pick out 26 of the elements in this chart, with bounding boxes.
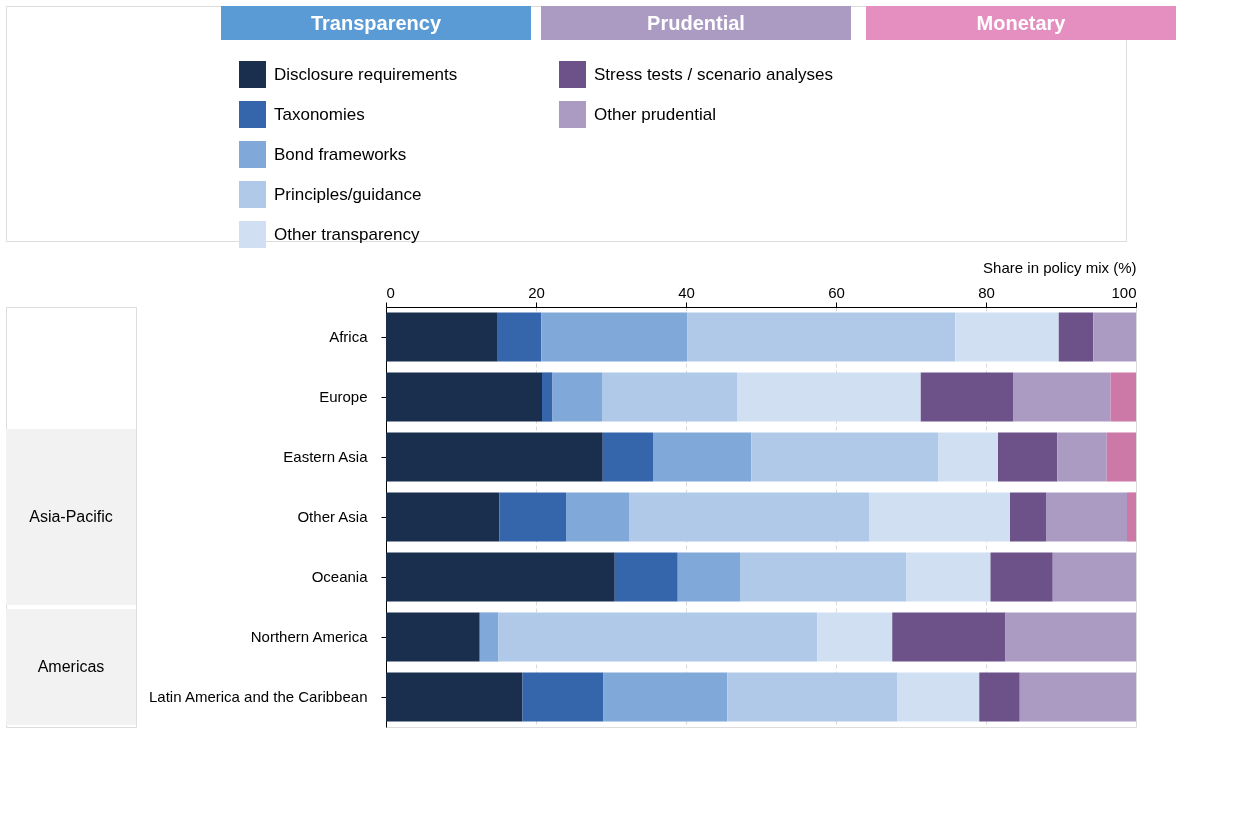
- text: Prudential: [647, 12, 745, 34]
- y-tick-label: Northern America: [250, 628, 369, 645]
- x-tick-label: 80: [978, 283, 995, 301]
- x-axis-title: Share in policy mix (%): [983, 258, 1137, 276]
- y-tick-label: Other Asia: [297, 508, 369, 525]
- x-tick-label: 40: [678, 283, 695, 301]
- x-tick-label: 0: [386, 283, 395, 301]
- text: Monetary: [976, 12, 1067, 34]
- y-tick-label: Latin America and the Caribbean: [149, 688, 368, 705]
- y-tick-label: Oceania: [311, 568, 369, 585]
- y-tick-label: Europe: [319, 388, 368, 405]
- text: Asia-Pacific: [29, 508, 113, 525]
- legend-label: Bond frameworks: [274, 145, 407, 164]
- legend-label: Stress tests / scenario analyses: [594, 65, 834, 84]
- x-tick-label: 20: [528, 283, 545, 301]
- y-tick-label: Eastern Asia: [283, 448, 369, 465]
- x-tick-label: 60: [828, 283, 845, 301]
- legend-label: Principles/guidance: [274, 185, 422, 204]
- legend-label: Disclosure requirements: [274, 65, 458, 84]
- y-tick-label: Africa: [329, 328, 369, 345]
- legend-label: Other prudential: [594, 105, 716, 124]
- text: Americas: [37, 658, 105, 675]
- text: Transparency: [310, 12, 442, 34]
- legend-label: Other transparency: [274, 225, 421, 244]
- x-tick-label: 100: [1111, 283, 1137, 301]
- legend-label: Taxonomies: [274, 105, 365, 124]
